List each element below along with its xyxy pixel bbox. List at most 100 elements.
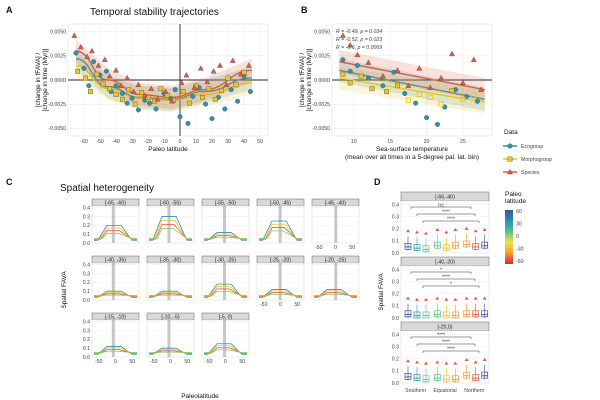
data-point-species <box>71 32 78 38</box>
significance-bracket <box>410 271 472 274</box>
data-point-ecogroup <box>380 83 386 89</box>
outlier-point <box>435 228 440 232</box>
correlation-annotation: R = -0.6, p = 0.0069 <box>336 45 382 51</box>
heterogeneity-line <box>314 293 357 296</box>
y-tick-label: 0.3 <box>392 215 399 221</box>
facet: [-45, -40) -50 0 50 <box>311 198 360 251</box>
data-point-ecogroup <box>209 116 215 122</box>
facet-strip-label: [-50, -45) <box>270 200 291 206</box>
facet-plot-area <box>91 262 140 301</box>
data-point-morphogroup <box>199 94 205 100</box>
heterogeneity-line <box>204 233 247 241</box>
heterogeneity-line <box>314 290 357 298</box>
data-point-morphogroup <box>132 101 138 107</box>
data-point-species <box>178 79 185 86</box>
y-tick-label: 0.2 <box>392 357 399 363</box>
data-point-morphogroup <box>139 90 144 95</box>
box <box>481 241 489 249</box>
legend-marker-morphogroup <box>507 156 513 162</box>
outlier-point <box>473 360 478 364</box>
x-tick-label: Equatorial <box>433 388 456 394</box>
significance-label: **** <box>437 332 445 338</box>
data-point-ecogroup <box>474 98 480 104</box>
heterogeneity-line <box>149 290 192 298</box>
heterogeneity-line <box>94 350 137 353</box>
x-tick-label: 0 <box>114 359 117 365</box>
outlier-point <box>482 358 487 362</box>
x-tick-label: 0 <box>279 302 282 308</box>
y-tick-label: 0.3 <box>83 214 90 220</box>
panel-label-b: B <box>301 5 308 15</box>
data-point-morphogroup <box>206 86 212 92</box>
outlier-point <box>406 296 410 300</box>
significance-bracket <box>422 285 480 288</box>
data-point-species <box>130 88 137 94</box>
facet: [-65, -60) 0.0 0.1 0.2 0.3 0.4 <box>83 198 140 247</box>
x-tick-label: -20 <box>144 139 152 145</box>
box <box>481 371 489 379</box>
heterogeneity-line <box>259 220 302 241</box>
y-tick-label: 0.1 <box>392 369 399 375</box>
data-point-species <box>427 84 434 90</box>
data-point-morphogroup <box>233 82 239 88</box>
data-point-morphogroup <box>416 91 422 98</box>
chart-B: -0.0050 -0.0025 0.0000 0.0025 0.0050 10 15 20 25… <box>299 23 493 161</box>
significance-bracket <box>410 206 472 209</box>
data-point-species <box>438 74 445 81</box>
data-point-ecogroup <box>247 89 253 95</box>
data-point-ecogroup <box>402 91 408 97</box>
box <box>413 374 421 381</box>
x-axis-label: Paleo latitude <box>148 146 188 153</box>
x-tick-label: 50 <box>239 359 245 365</box>
y-axis-label: [change in time (Myr)] <box>42 48 49 111</box>
data-point-ecogroup <box>147 100 153 106</box>
x-tick-label: -60 <box>80 139 88 145</box>
data-point-ecogroup <box>119 91 125 97</box>
significance-label: **** <box>442 274 450 280</box>
data-point-ecogroup <box>172 87 178 93</box>
data-point-morphogroup <box>75 68 81 74</box>
data-point-species <box>449 50 455 57</box>
y-tick-label: 0.4 <box>392 332 399 338</box>
data-point-ecogroup <box>424 115 430 121</box>
significance-label: ns <box>438 202 444 208</box>
data-point-morphogroup <box>107 86 113 92</box>
data-point-morphogroup <box>358 73 364 79</box>
outlier-point <box>464 226 469 230</box>
y-tick-label: 0.2 <box>83 223 90 229</box>
confidence-band-species <box>76 39 252 109</box>
box <box>451 241 459 249</box>
outlier-point <box>415 230 419 234</box>
data-point-morphogroup <box>438 101 444 107</box>
facet-strip-label: [-35, -30) <box>160 257 181 263</box>
facet: [-5, 0) -50 0 50 <box>201 312 250 365</box>
data-point-morphogroup <box>460 96 466 102</box>
colorbar-tick-label: -30 <box>516 247 524 253</box>
chart-title: Spatial heterogeneity <box>60 183 154 194</box>
data-point-species <box>84 53 91 60</box>
data-point-ecogroup <box>177 114 183 120</box>
data-point-species <box>204 78 211 85</box>
y-tick-label: 0.2 <box>392 227 399 233</box>
latitude-band <box>167 320 171 357</box>
x-tick-label: 30 <box>225 139 231 145</box>
heterogeneity-line <box>259 223 302 241</box>
y-tick-label: 0.1 <box>83 232 90 238</box>
box <box>413 311 421 319</box>
data-point-ecogroup <box>228 87 234 93</box>
facet: [-15, -10) 0.0 0.1 0.2 0.3 0.4 -50 0 50 <box>83 312 140 365</box>
y-tick-label: 0.0 <box>83 241 90 247</box>
outlier-point <box>473 229 478 233</box>
data-point-ecogroup <box>135 107 141 113</box>
box <box>451 311 459 319</box>
data-point-ecogroup <box>86 83 92 89</box>
significance-label: **** <box>447 216 455 222</box>
x-tick-label: 15 <box>387 139 393 145</box>
data-point-morphogroup <box>187 100 192 106</box>
latitude-band <box>167 263 171 300</box>
trend-line-species <box>75 50 253 99</box>
box <box>404 242 412 250</box>
box <box>404 372 412 380</box>
data-point-species <box>478 86 485 92</box>
heterogeneity-line <box>149 216 192 241</box>
